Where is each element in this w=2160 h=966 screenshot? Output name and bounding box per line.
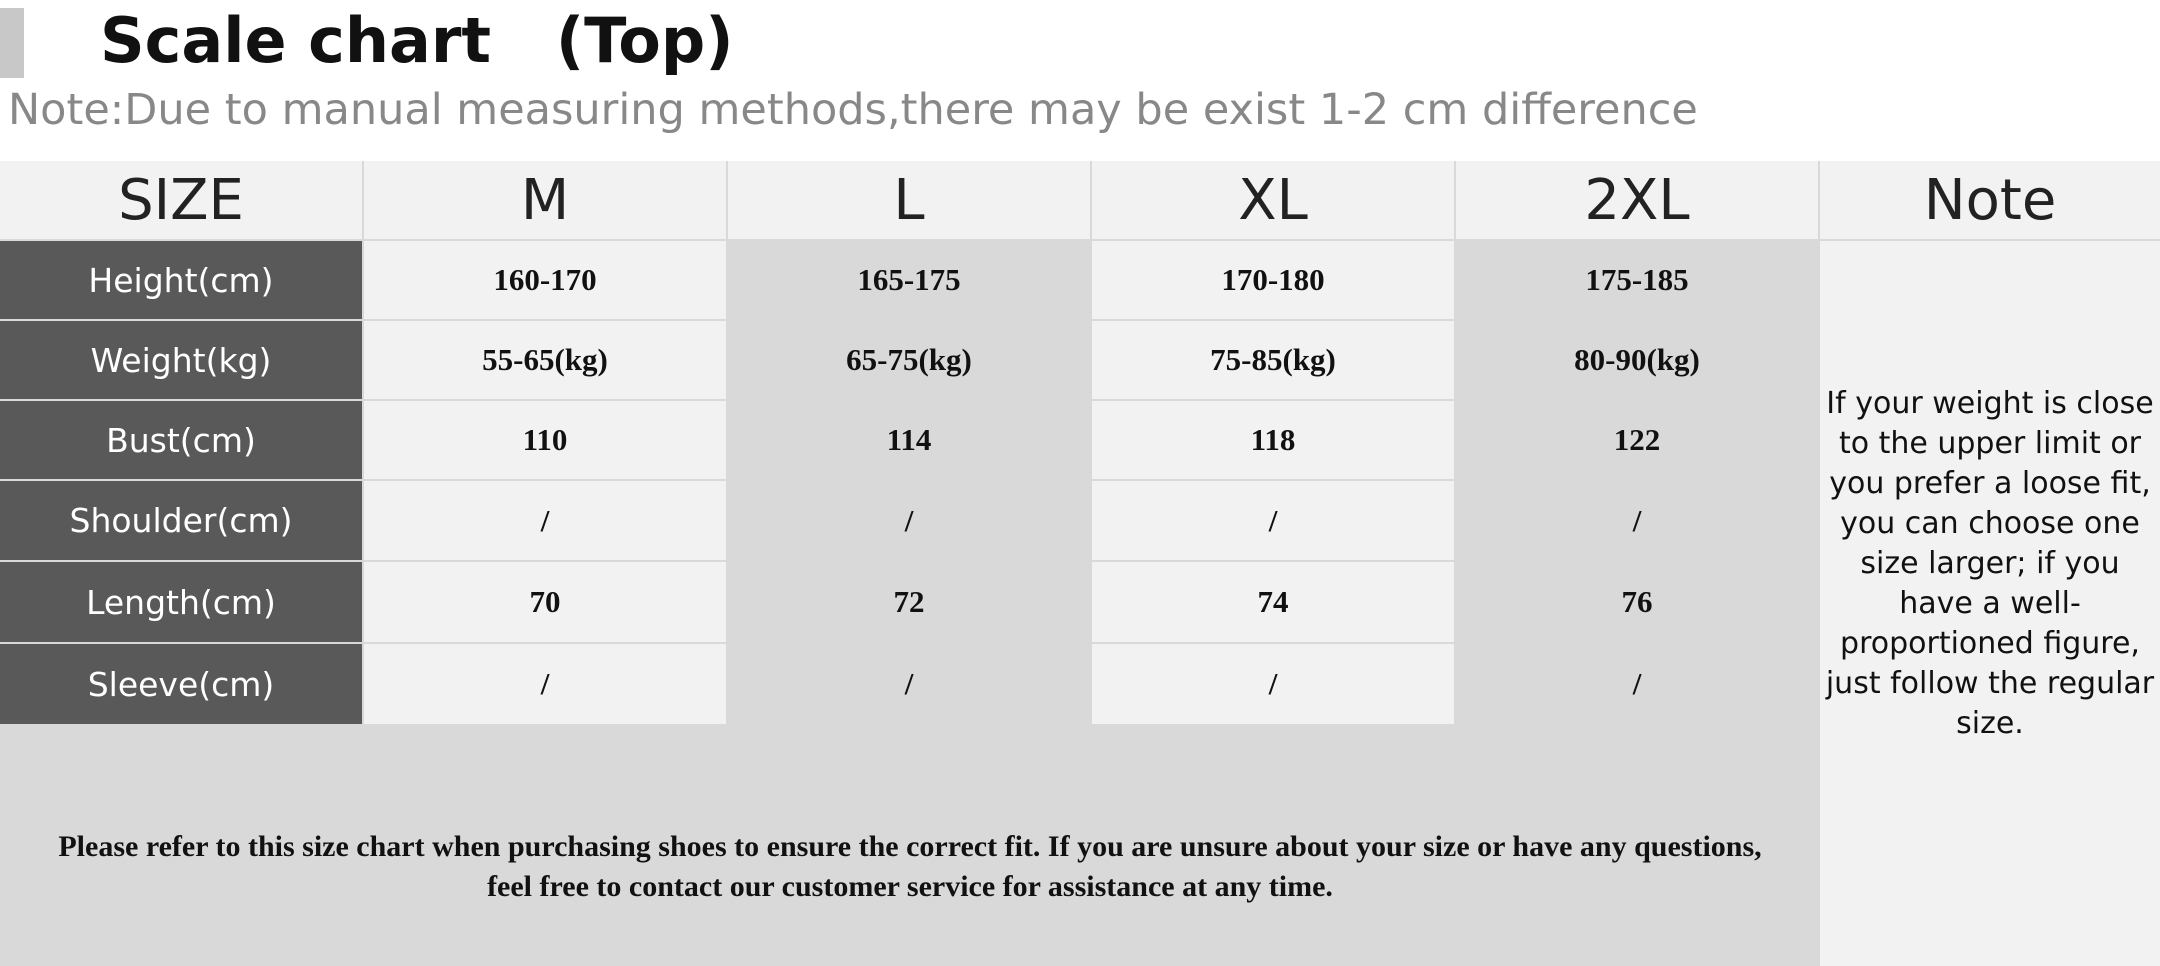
cell-shoulder-2xl: / bbox=[1456, 481, 1818, 560]
footer-notice-text: Please refer to this size chart when pur… bbox=[58, 829, 1762, 903]
cell-height-2xl: 175-185 bbox=[1456, 241, 1818, 319]
row-label-weight: Weight(kg) bbox=[0, 321, 362, 399]
cell-length-xl: 74 bbox=[1092, 562, 1454, 642]
cell-weight-xl: 75-85(kg) bbox=[1092, 321, 1454, 399]
cell-length-m: 70 bbox=[364, 562, 726, 642]
row-label-height: Height(cm) bbox=[0, 241, 362, 319]
header-size-m: M bbox=[364, 161, 726, 239]
cell-bust-m: 110 bbox=[364, 401, 726, 479]
cell-sleeve-m: / bbox=[364, 644, 726, 724]
header-size: SIZE bbox=[0, 161, 362, 239]
cell-sleeve-xl: / bbox=[1092, 644, 1454, 724]
title-accent-bar bbox=[0, 8, 24, 78]
cell-length-2xl: 76 bbox=[1456, 562, 1818, 642]
cell-shoulder-l: / bbox=[728, 481, 1090, 560]
cell-shoulder-xl: / bbox=[1092, 481, 1454, 560]
header-size-xl: XL bbox=[1092, 161, 1454, 239]
header-note: Note bbox=[1820, 161, 2160, 239]
fit-note-text: If your weight is close to the upper lim… bbox=[1825, 385, 2155, 741]
header-size-l: L bbox=[728, 161, 1090, 239]
cell-length-l: 72 bbox=[728, 562, 1090, 642]
cell-height-l: 165-175 bbox=[728, 241, 1090, 319]
header-size-2xl: 2XL bbox=[1456, 161, 1818, 239]
cell-height-xl: 170-180 bbox=[1092, 241, 1454, 319]
row-label-length: Length(cm) bbox=[0, 562, 362, 642]
cell-weight-2xl: 80-90(kg) bbox=[1456, 321, 1818, 399]
row-label-shoulder: Shoulder(cm) bbox=[0, 481, 362, 560]
cell-weight-l: 65-75(kg) bbox=[728, 321, 1090, 399]
cell-shoulder-m: / bbox=[364, 481, 726, 560]
cell-bust-l: 114 bbox=[728, 401, 1090, 479]
cell-bust-2xl: 122 bbox=[1456, 401, 1818, 479]
cell-sleeve-2xl: / bbox=[1456, 644, 1818, 724]
size-chart-table: SIZE M L XL 2XL Note Height(cm) 160-170 … bbox=[0, 161, 2160, 966]
note-column: If your weight is close to the upper lim… bbox=[1820, 241, 2160, 966]
cell-height-m: 160-170 bbox=[364, 241, 726, 319]
cell-bust-xl: 118 bbox=[1092, 401, 1454, 479]
footer-notice: Please refer to this size chart when pur… bbox=[0, 807, 1820, 966]
page-title: Scale chart (Top) bbox=[100, 4, 734, 77]
cell-weight-m: 55-65(kg) bbox=[364, 321, 726, 399]
row-label-bust: Bust(cm) bbox=[0, 401, 362, 479]
row-label-sleeve: Sleeve(cm) bbox=[0, 644, 362, 724]
measurement-note: Note:Due to manual measuring methods,the… bbox=[8, 85, 1698, 135]
cell-sleeve-l: / bbox=[728, 644, 1090, 724]
